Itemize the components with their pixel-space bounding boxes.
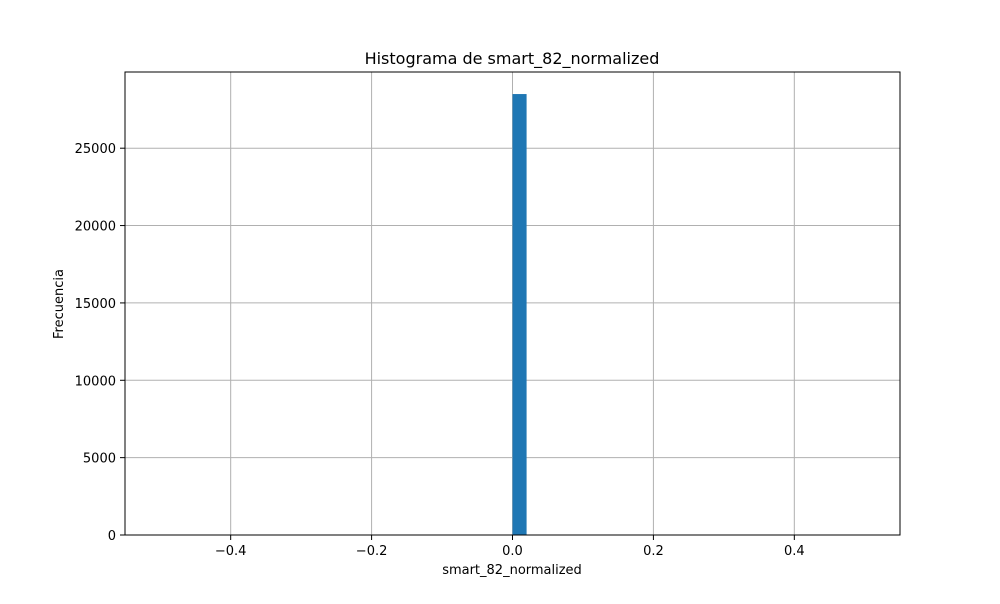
tick-layer: −0.4 −0.2 0.0 0.2 0.4 0 5000 10000 15000 20000 250…: [75, 142, 805, 559]
y-tick-label: 25000: [75, 142, 116, 157]
histogram-bar: [512, 94, 527, 536]
x-tick-label: −0.4: [215, 544, 247, 559]
chart-title: Histograma de smart_82_normalized: [365, 49, 660, 69]
x-tick-label: 0.2: [643, 544, 664, 559]
y-tick-label: 15000: [75, 297, 116, 312]
x-tick-label: −0.2: [356, 544, 388, 559]
y-tick-label: 10000: [75, 374, 116, 389]
y-tick-label: 5000: [83, 452, 116, 467]
y-tick-label: 20000: [75, 220, 116, 235]
x-tick-label: 0.0: [502, 544, 523, 559]
y-tick-label: 0: [108, 529, 116, 544]
y-axis-label: Frecuencia: [52, 269, 67, 339]
x-axis-label: smart_82_normalized: [442, 563, 582, 578]
bar-layer: [512, 94, 527, 536]
x-tick-label: 0.4: [784, 544, 805, 559]
